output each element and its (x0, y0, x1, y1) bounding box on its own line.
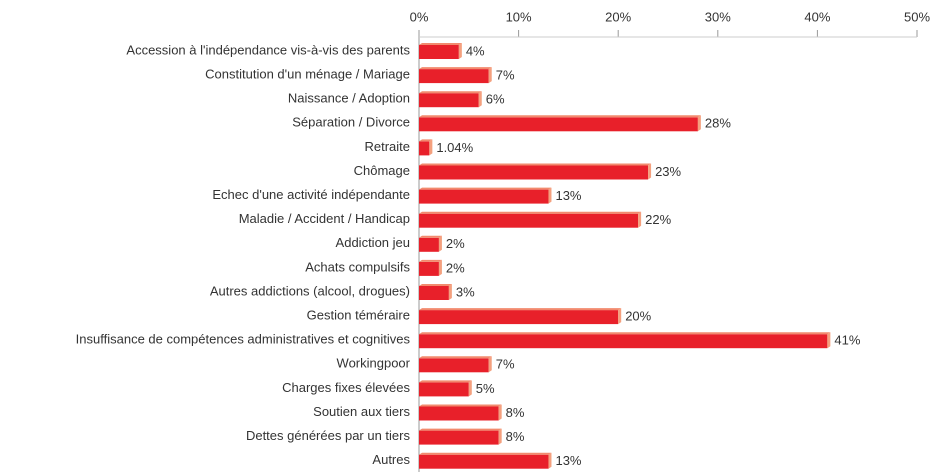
bar-bevel (548, 187, 552, 204)
bar-bevel (498, 404, 502, 421)
bar-bevel (419, 380, 472, 383)
bar-bevel (419, 308, 622, 311)
category-label: Retraite (364, 139, 410, 154)
bar-bevel (419, 163, 652, 166)
bar-bevel (638, 211, 642, 228)
category-label: Insuffisance de compétences administrati… (76, 332, 411, 347)
category-label: Dettes générées par un tiers (246, 428, 411, 443)
category-label: Soutien aux tiers (313, 404, 410, 419)
value-label: 5% (476, 381, 495, 396)
value-label: 7% (496, 357, 515, 372)
bar (419, 213, 639, 228)
bar (419, 261, 439, 276)
category-label: Charges fixes élevées (282, 380, 410, 395)
bar (419, 165, 649, 180)
bar (419, 117, 698, 132)
value-label: 8% (506, 405, 525, 420)
bar-bevel (448, 284, 452, 300)
value-label: 1.04% (436, 140, 473, 155)
x-tick-label: 0% (410, 9, 429, 24)
value-label: 2% (446, 260, 465, 275)
bar (419, 454, 549, 469)
bar-bevel (419, 67, 492, 70)
value-label: 28% (705, 116, 731, 131)
bar-bevel (419, 428, 502, 431)
category-label: Naissance / Adoption (288, 91, 410, 106)
value-label: 8% (506, 429, 525, 444)
bar-bevel (478, 91, 482, 108)
bar-bevel (618, 308, 622, 325)
bar-bevel (438, 259, 442, 276)
bar-bevel (438, 235, 442, 252)
bar-bevel (419, 211, 642, 214)
bar (419, 45, 459, 59)
bar (419, 141, 430, 156)
bar (419, 334, 828, 349)
bar (419, 93, 479, 108)
bar-bevel (697, 115, 701, 132)
category-label: Workingpoor (337, 356, 411, 371)
value-label: 22% (645, 212, 671, 227)
bar-bevel (458, 43, 462, 59)
bar-bevel (419, 139, 433, 142)
category-label: Chômage (354, 163, 410, 178)
bar-bevel (498, 428, 502, 445)
category-label: Autres addictions (alcool, drogues) (210, 283, 410, 298)
bar-bevel (548, 452, 552, 469)
bar-bevel (468, 380, 472, 397)
bar (419, 358, 489, 373)
x-tick-label: 40% (804, 9, 830, 24)
category-label: Séparation / Divorce (292, 115, 410, 130)
bar-bevel (419, 115, 701, 118)
value-label: 23% (655, 164, 681, 179)
bar-bevel (429, 139, 433, 156)
category-label: Addiction jeu (336, 235, 410, 250)
x-tick-label: 30% (705, 9, 731, 24)
bar (419, 382, 469, 397)
bar-bevel (419, 452, 552, 455)
x-tick-label: 10% (506, 9, 532, 24)
bar-bevel (827, 332, 831, 349)
x-tick-label: 20% (605, 9, 631, 24)
bar-bevel (419, 235, 442, 238)
bar-bevel (419, 356, 492, 359)
bar-bevel (419, 187, 552, 190)
value-label: 2% (446, 236, 465, 251)
bar-bevel (419, 332, 831, 335)
bar-bevel (488, 356, 492, 373)
bar-bevel (488, 67, 492, 84)
category-label: Echec d'une activité indépendante (212, 187, 410, 202)
bar (419, 406, 499, 421)
value-label: 41% (834, 333, 860, 348)
bar-bevel (648, 163, 652, 180)
bar-bevel (419, 43, 462, 45)
value-label: 6% (486, 92, 505, 107)
value-label: 7% (496, 68, 515, 83)
value-label: 3% (456, 284, 475, 299)
category-label: Achats compulsifs (305, 259, 410, 274)
bar (419, 430, 499, 445)
category-label: Gestion téméraire (307, 308, 410, 323)
bar (419, 69, 489, 84)
value-label: 4% (466, 43, 485, 58)
bar-bevel (419, 284, 452, 286)
value-label: 13% (555, 188, 581, 203)
bar (419, 237, 439, 252)
bar-bevel (419, 259, 442, 262)
category-label: Accession à l'indépendance vis-à-vis des… (126, 42, 410, 57)
bar-bevel (419, 404, 502, 407)
bar (419, 189, 549, 204)
category-label: Maladie / Accident / Handicap (239, 211, 410, 226)
bar-bevel (419, 91, 482, 94)
value-label: 20% (625, 309, 651, 324)
bar (419, 310, 619, 325)
x-tick-label: 50% (904, 9, 930, 24)
bar (419, 286, 449, 300)
value-label: 13% (555, 453, 581, 468)
category-label: Constitution d'un ménage / Mariage (205, 67, 410, 82)
category-label: Autres (372, 452, 410, 467)
